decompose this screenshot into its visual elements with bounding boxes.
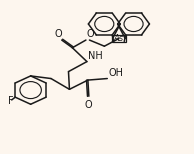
Text: NH: NH [88, 51, 103, 61]
Text: OH: OH [108, 68, 123, 78]
Text: O: O [87, 29, 94, 39]
Text: O: O [85, 100, 92, 110]
Text: O: O [54, 29, 62, 39]
Text: F: F [8, 96, 13, 106]
FancyBboxPatch shape [112, 35, 126, 42]
Text: As: As [114, 34, 124, 43]
